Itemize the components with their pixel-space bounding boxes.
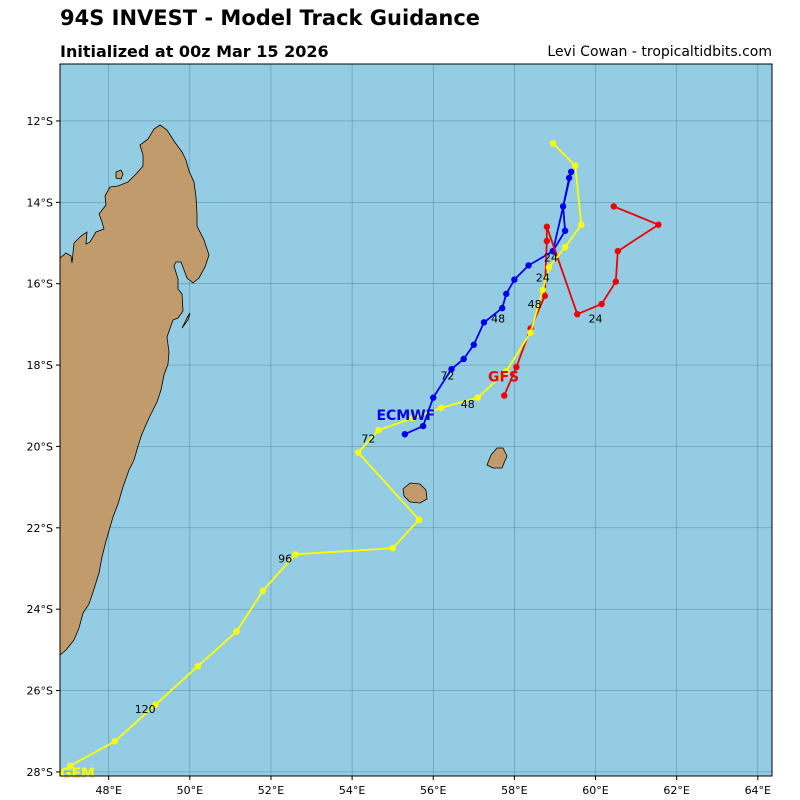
gem-track-point	[503, 367, 510, 375]
gem-track-point	[561, 243, 569, 251]
gem-hour-label: 120	[135, 703, 156, 716]
madagascar-landmass	[60, 124, 210, 656]
mauritius-island	[486, 447, 508, 469]
ecmwf-track-point	[470, 341, 478, 348]
ecmwf-track-point	[561, 227, 569, 235]
gfs-track-point	[655, 221, 662, 228]
gem-track-point	[354, 449, 362, 456]
gfs-track-point	[501, 392, 508, 399]
axis-ticks: 48°E 50°E 52°E 54°E 56°E 58°E 60°E 62°E 64°E 12°S…	[27, 115, 772, 797]
lat-lon-grid	[60, 64, 772, 776]
lon-tick-label: 48°E	[95, 784, 121, 797]
nosy-be-islet	[115, 169, 124, 180]
reunion-island	[402, 482, 428, 504]
gem-track-point	[578, 221, 585, 228]
gfs-track-point	[614, 247, 622, 255]
ecmwf-track-point	[499, 304, 506, 312]
lat-tick-label: 26°S	[27, 685, 53, 698]
gem-track-point	[549, 140, 557, 147]
gem-track-point	[415, 516, 423, 523]
lat-tick-label: 24°S	[27, 603, 53, 616]
lat-tick-label: 12°S	[27, 115, 53, 128]
gfs-track-point	[543, 223, 551, 230]
lat-tick-label: 22°S	[27, 522, 53, 535]
lat-tick-label: 20°S	[27, 440, 53, 453]
credit-text: Levi Cowan - tropicaltidbits.com	[547, 44, 772, 60]
page-title: 94S INVEST - Model Track Guidance	[60, 6, 481, 30]
lon-tick-label: 52°E	[258, 784, 284, 797]
gem-track-point	[389, 544, 396, 552]
gem-track-point	[194, 662, 202, 670]
lon-tick-label: 58°E	[501, 784, 527, 797]
lat-tick-label: 14°S	[27, 196, 53, 209]
sainte-marie-islet	[181, 312, 191, 329]
ecmwf-track-point	[419, 422, 427, 430]
gem-hour-label: 48	[528, 298, 542, 311]
gem-track-line	[69, 142, 583, 767]
gem-track-point	[292, 551, 299, 558]
gfs-track-point	[610, 203, 617, 210]
gfs-track-point	[598, 300, 605, 308]
lon-tick-label: 64°E	[745, 784, 771, 797]
gem-hour-label: 48	[461, 398, 475, 411]
lon-tick-label: 50°E	[177, 784, 203, 797]
gem-track-point	[375, 426, 382, 434]
lat-tick-label: 18°S	[27, 359, 53, 372]
ecmwf-hour-label: 72	[440, 369, 454, 382]
ecmwf-track-point	[559, 203, 567, 210]
gfs-hour-label: 24	[589, 312, 603, 325]
plot-frame	[59, 63, 773, 777]
ecmwf-model-label: ECMWF	[376, 408, 435, 424]
ecmwf-track-point	[525, 262, 532, 269]
ecmwf-hour-label: 24	[544, 251, 558, 264]
gem-track-point	[259, 587, 267, 595]
ecmwf-track-point	[460, 355, 467, 363]
gem-track-point	[152, 701, 159, 708]
gfs-track-point	[543, 237, 551, 245]
init-subtitle: Initialized at 00z Mar 15 2026	[60, 42, 329, 61]
gem-track-point	[233, 628, 240, 635]
lon-tick-label: 54°E	[339, 784, 365, 797]
land-layer	[60, 124, 508, 656]
ecmwf-track-point	[448, 365, 455, 373]
gfs-model-label: GFS	[488, 369, 519, 385]
ecmwf-track-point	[480, 319, 488, 326]
gem-track-point	[527, 329, 534, 336]
gem-track-point	[474, 394, 482, 401]
lon-tick-label: 60°E	[582, 784, 608, 797]
ecmwf-track-point	[511, 276, 518, 283]
gfs-track-point	[612, 278, 620, 285]
lon-tick-label: 56°E	[420, 784, 446, 797]
ecmwf-track-point	[401, 431, 409, 438]
ecmwf-track-point	[430, 394, 437, 401]
gem-hour-label: 96	[278, 552, 292, 565]
ecmwf-track-point	[503, 290, 510, 298]
lon-tick-label: 62°E	[663, 784, 689, 797]
gem-model-label: GEM	[60, 766, 95, 782]
ecmwf-hour-label: 48	[491, 312, 505, 325]
lat-tick-label: 28°S	[27, 766, 53, 779]
gfs-track-point	[513, 363, 520, 371]
gem-track-point	[409, 414, 417, 422]
gem-track-point	[66, 762, 74, 770]
ecmwf-track-point	[567, 168, 575, 176]
gem-track-point	[572, 162, 579, 169]
gem-track-point	[539, 286, 546, 294]
gem-track-point	[438, 404, 445, 411]
lat-tick-label: 16°S	[27, 278, 53, 291]
ecmwf-track-point	[565, 174, 573, 182]
track-layer	[66, 140, 662, 770]
gem-track-point	[111, 738, 118, 745]
gfs-track-point	[541, 292, 549, 300]
gfs-track-point	[574, 311, 581, 318]
gem-hour-label: 24	[536, 272, 550, 285]
gem-hour-label: 72	[361, 432, 375, 445]
gem-track-point	[545, 264, 553, 271]
